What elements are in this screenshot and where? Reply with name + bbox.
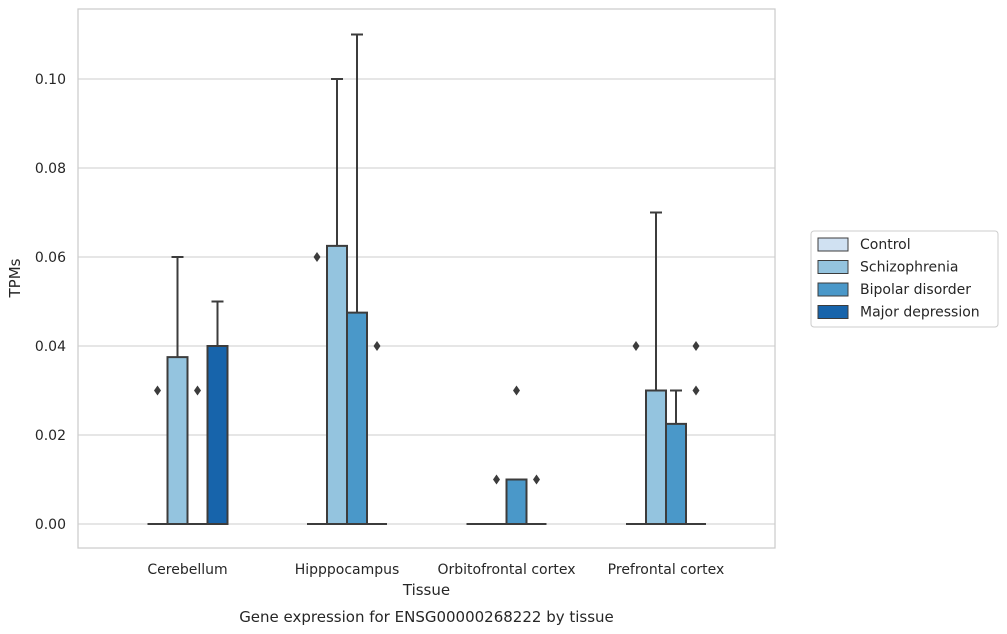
box-body (166, 356, 189, 525)
legend-items: Control Schizophrenia Bipolar disorder Majo… (817, 237, 980, 321)
box-body (326, 244, 348, 525)
x-axis-label: Tissue (402, 581, 450, 599)
legend-swatch (817, 282, 849, 297)
legend-swatch (817, 260, 849, 274)
outlier-point (493, 474, 500, 485)
box-body (206, 345, 229, 525)
y-tick-label: 0.08 (35, 161, 66, 177)
legend-label: Major depression (860, 305, 980, 321)
outlier-point (692, 341, 700, 351)
x-tick-label: Prefrontal cortex (608, 562, 725, 578)
outlier-point (692, 385, 700, 396)
y-tick-label: 0.00 (35, 517, 66, 533)
legend-swatch (817, 237, 849, 252)
y-tick-label: 0.02 (35, 428, 66, 444)
legend-label: Control (860, 237, 911, 253)
box-body (665, 422, 687, 525)
box-major-depression (206, 300, 229, 525)
y-tick-label: 0.10 (35, 72, 66, 88)
box-major-depression (367, 341, 387, 525)
outlier-point (373, 341, 381, 351)
x-tick-label: Orbitofrontal cortex (438, 562, 576, 578)
outlier-point (632, 341, 640, 351)
box-bipolar-disorder (187, 385, 208, 525)
legend-swatch (817, 305, 849, 319)
outlier-point (194, 385, 201, 396)
legend-frame (810, 230, 999, 328)
outlier-point (533, 474, 540, 485)
legend-label: Schizophrenia (860, 260, 958, 276)
y-axis-ticks: 0.00 0.02 0.04 0.06 0.08 0.10 (35, 72, 66, 533)
box-control (147, 385, 168, 525)
x-axis-ticks: Cerebellum Hipppocampus Orbitofrontal cort… (147, 562, 724, 578)
x-tick-label: Cerebellum (147, 562, 227, 578)
x-tick-label: Hipppocampus (295, 562, 400, 578)
boxplot-marks (147, 33, 706, 525)
legend-label: Bipolar disorder (860, 282, 971, 298)
chart-caption: Gene expression for ENSG00000268222 by t… (239, 608, 614, 626)
box-body (645, 389, 667, 525)
box-schizophrenia (486, 474, 507, 525)
box-bipolar-disorder (505, 385, 528, 525)
box-schizophrenia (166, 256, 189, 525)
box-control (626, 341, 646, 525)
outlier-point (313, 252, 321, 262)
y-tick-label: 0.06 (35, 250, 66, 266)
y-tick-label: 0.04 (35, 339, 66, 355)
box-body (346, 311, 368, 525)
box-control (307, 252, 327, 525)
y-axis-label: TPMs (6, 258, 24, 298)
plot-frame (77, 8, 776, 549)
outlier-point (513, 385, 520, 396)
legend: Control Schizophrenia Bipolar disorder Majo… (810, 230, 999, 328)
outlier-point (154, 385, 161, 396)
box-bipolar-disorder (665, 389, 687, 525)
box-major-depression (526, 474, 547, 525)
box-body (505, 478, 528, 525)
box-bipolar-disorder (346, 33, 368, 525)
box-major-depression (686, 341, 706, 525)
